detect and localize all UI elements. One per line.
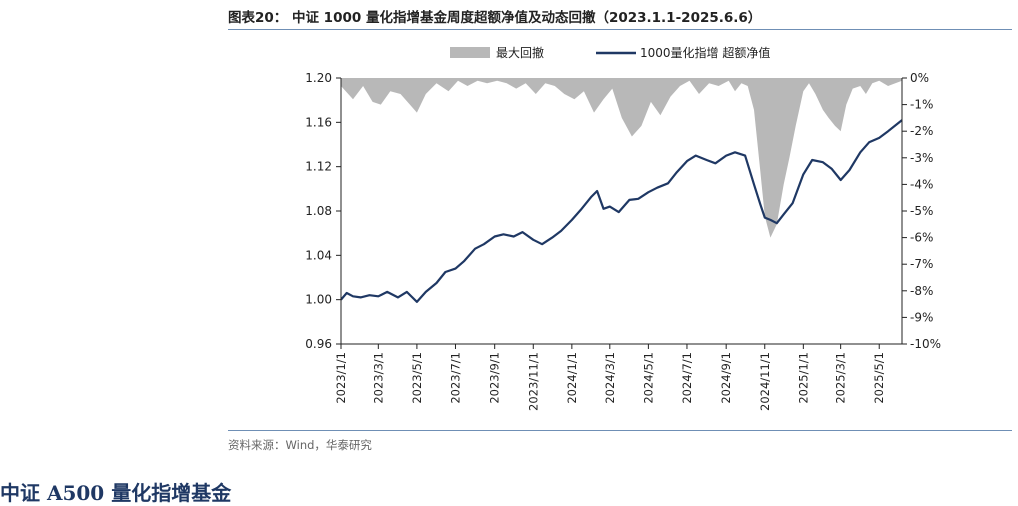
x-tick-label: 2025/1/1	[796, 352, 810, 404]
y-right-tick-label: -1%	[910, 98, 933, 112]
y-left-tick-label: 1.12	[305, 160, 332, 174]
y-right-tick-label: 0%	[910, 71, 929, 85]
figure-title: 图表20： 中证 1000 量化指增基金周度超额净值及动态回撤（2023.1.1…	[228, 10, 762, 26]
y-right-tick-label: -6%	[910, 231, 933, 245]
x-tick-label: 2025/5/1	[872, 352, 886, 404]
nav-series-layer	[340, 119, 903, 303]
chart: 1.20 1.16 1.12 1.08 1.04 1.00 0.96 0% -1% -2% -3%…	[305, 45, 941, 411]
y-right-tick-label: -7%	[910, 257, 933, 271]
x-tick-label: 2023/3/1	[371, 352, 385, 404]
title-rule	[228, 29, 1012, 30]
y-right-tick-label: -5%	[910, 204, 933, 218]
x-tick-label: 2023/11/1	[526, 352, 540, 411]
source-rule	[228, 430, 1012, 431]
legend-label-nav: 1000量化指增 超额净值	[640, 45, 770, 60]
legend-label-drawdown: 最大回撤	[496, 45, 544, 60]
y-left-tick-label: 1.20	[305, 71, 332, 85]
y-right-tick-label: -3%	[910, 151, 933, 165]
legend-swatch-drawdown	[450, 47, 490, 58]
drawdown-area	[341, 78, 902, 238]
x-tick-label: 2024/7/1	[680, 352, 694, 404]
x-tick-label: 2023/1/1	[334, 352, 348, 404]
y-left-tick-label: 1.04	[305, 248, 332, 262]
y-left-tick-label: 1.08	[305, 204, 332, 218]
drawdown-series-layer	[341, 78, 902, 238]
x-axis: 2023/1/1 2023/3/1 2023/5/1 2023/7/1 2023/9/1…	[334, 344, 886, 411]
y-left-tick-label: 1.16	[305, 115, 332, 129]
y-right-tick-label: -9%	[910, 310, 933, 324]
next-section-title: 中证 A500 量化指增基金	[0, 481, 232, 505]
x-tick-label: 2023/5/1	[410, 352, 424, 404]
legend: 最大回撤 1000量化指增 超额净值	[450, 45, 770, 60]
source-note: 资料来源：Wind，华泰研究	[228, 438, 372, 452]
y-right-tick-label: -4%	[910, 177, 933, 191]
nav-line	[340, 119, 903, 303]
x-tick-label: 2024/1/1	[565, 352, 579, 404]
x-tick-label: 2024/11/1	[758, 352, 772, 411]
x-tick-label: 2025/3/1	[834, 352, 848, 404]
y-axis-left: 1.20 1.16 1.12 1.08 1.04 1.00 0.96	[305, 71, 341, 351]
y-right-tick-label: -2%	[910, 124, 933, 138]
y-right-tick-label: -10%	[910, 337, 941, 351]
y-left-tick-label: 0.96	[305, 337, 332, 351]
x-tick-label: 2024/3/1	[603, 352, 617, 404]
x-tick-label: 2023/7/1	[449, 352, 463, 404]
y-left-tick-label: 1.00	[305, 293, 332, 307]
x-tick-label: 2024/9/1	[719, 352, 733, 404]
y-axis-right: 0% -1% -2% -3% -4% -5% -6% -7% -8% -9% -10%	[902, 71, 941, 351]
x-tick-label: 2023/9/1	[488, 352, 502, 404]
y-right-tick-label: -8%	[910, 284, 933, 298]
x-tick-label: 2024/5/1	[641, 352, 655, 404]
